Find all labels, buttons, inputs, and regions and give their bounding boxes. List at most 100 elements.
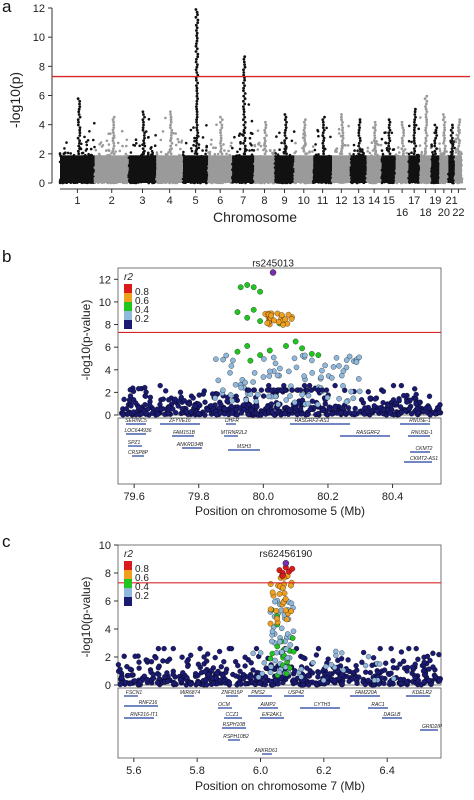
manhattan-point: [77, 149, 80, 153]
snp-point: [340, 383, 346, 389]
manhattan-point: [433, 144, 437, 148]
manhattan-point: [169, 139, 172, 143]
manhattan-point: [402, 144, 405, 148]
manhattan-point: [304, 152, 307, 156]
manhattan-point: [412, 134, 416, 137]
manhattan-point: [340, 139, 344, 143]
x-tick-label: 80.4: [382, 491, 403, 503]
manhattan-y-tick-label: 12: [33, 3, 45, 15]
manhattan-point: [442, 115, 446, 119]
snp-point: [242, 379, 248, 386]
manhattan-point: [451, 149, 454, 153]
manhattan-point: [147, 135, 150, 139]
manhattan-point: [112, 134, 116, 137]
manhattan-point: [184, 141, 188, 145]
manhattan-base: [439, 155, 449, 183]
manhattan-point: [141, 110, 145, 114]
manhattan-point: [194, 144, 198, 148]
manhattan-point: [63, 147, 66, 150]
snp-point: [229, 410, 235, 416]
manhattan-point: [169, 136, 173, 140]
snp-point: [246, 387, 252, 393]
manhattan-point: [402, 149, 405, 153]
manhattan-point: [283, 118, 287, 122]
snp-point: [240, 402, 247, 408]
manhattan-point: [195, 105, 198, 108]
manhattan-base: [183, 155, 209, 183]
manhattan-point: [292, 130, 296, 133]
snp-point: [291, 355, 298, 362]
manhattan-point: [242, 110, 246, 114]
snp-point: [306, 382, 313, 389]
manhattan-point: [412, 136, 416, 140]
y-tick-label: 2: [105, 652, 111, 664]
manhattan-point: [169, 152, 173, 156]
snp-point: [319, 367, 325, 374]
manhattan-point: [195, 141, 199, 145]
manhattan-point: [112, 131, 115, 135]
snp-point: [338, 410, 344, 416]
manhattan-point: [192, 126, 195, 129]
manhattan-point: [243, 136, 247, 140]
manhattan-point: [424, 105, 427, 108]
manhattan-point: [242, 152, 246, 156]
manhattan-point: [229, 144, 233, 148]
manhattan-point: [413, 120, 416, 124]
manhattan-point: [341, 128, 344, 132]
manhattan-point: [242, 128, 246, 132]
snp-point: [127, 387, 133, 393]
manhattan-point: [424, 126, 428, 129]
manhattan-point: [302, 149, 306, 153]
manhattan-point: [196, 73, 200, 77]
manhattan-point: [195, 36, 199, 40]
manhattan-point: [303, 144, 306, 148]
snp-point: [213, 356, 219, 362]
manhattan-point: [78, 126, 82, 129]
manhattan-point: [195, 94, 199, 98]
manhattan-point: [423, 141, 427, 145]
manhattan-point: [413, 110, 417, 114]
manhattan-point: [78, 128, 82, 132]
manhattan-point: [219, 144, 223, 148]
manhattan-point: [424, 107, 428, 111]
manhattan-point: [195, 126, 199, 129]
manhattan-point: [322, 144, 325, 148]
manhattan-point: [303, 126, 307, 129]
snp-point: [272, 393, 279, 400]
snp-point: [228, 363, 235, 369]
manhattan-point: [283, 131, 287, 135]
manhattan-point: [410, 151, 413, 154]
manhattan-point: [253, 144, 257, 148]
manhattan-point: [425, 120, 429, 124]
snp-point: [229, 398, 235, 404]
snp-point: [318, 374, 324, 381]
manhattan-point: [401, 141, 404, 145]
snp-point: [251, 370, 258, 376]
manhattan-point: [304, 118, 307, 122]
manhattan-point: [153, 144, 157, 147]
manhattan-point: [407, 152, 411, 156]
manhattan-point: [264, 144, 267, 148]
manhattan-point: [400, 147, 404, 151]
manhattan-point: [458, 139, 462, 143]
manhattan-base: [381, 155, 396, 183]
snp-point: [380, 388, 387, 395]
manhattan-point: [454, 151, 458, 154]
manhattan-point: [204, 152, 207, 156]
snp-point: [224, 398, 230, 404]
manhattan-point: [78, 105, 82, 108]
manhattan-point: [358, 118, 362, 122]
manhattan-point: [248, 136, 252, 140]
manhattan-point: [370, 141, 374, 144]
snp-point: [329, 375, 335, 381]
manhattan-point: [159, 138, 163, 142]
manhattan-point: [425, 118, 428, 122]
manhattan-point: [195, 71, 199, 74]
manhattan-point: [387, 141, 390, 145]
manhattan-point: [99, 141, 103, 144]
snp-point: [264, 404, 270, 410]
manhattan-point: [348, 152, 352, 156]
manhattan-point: [150, 149, 154, 153]
